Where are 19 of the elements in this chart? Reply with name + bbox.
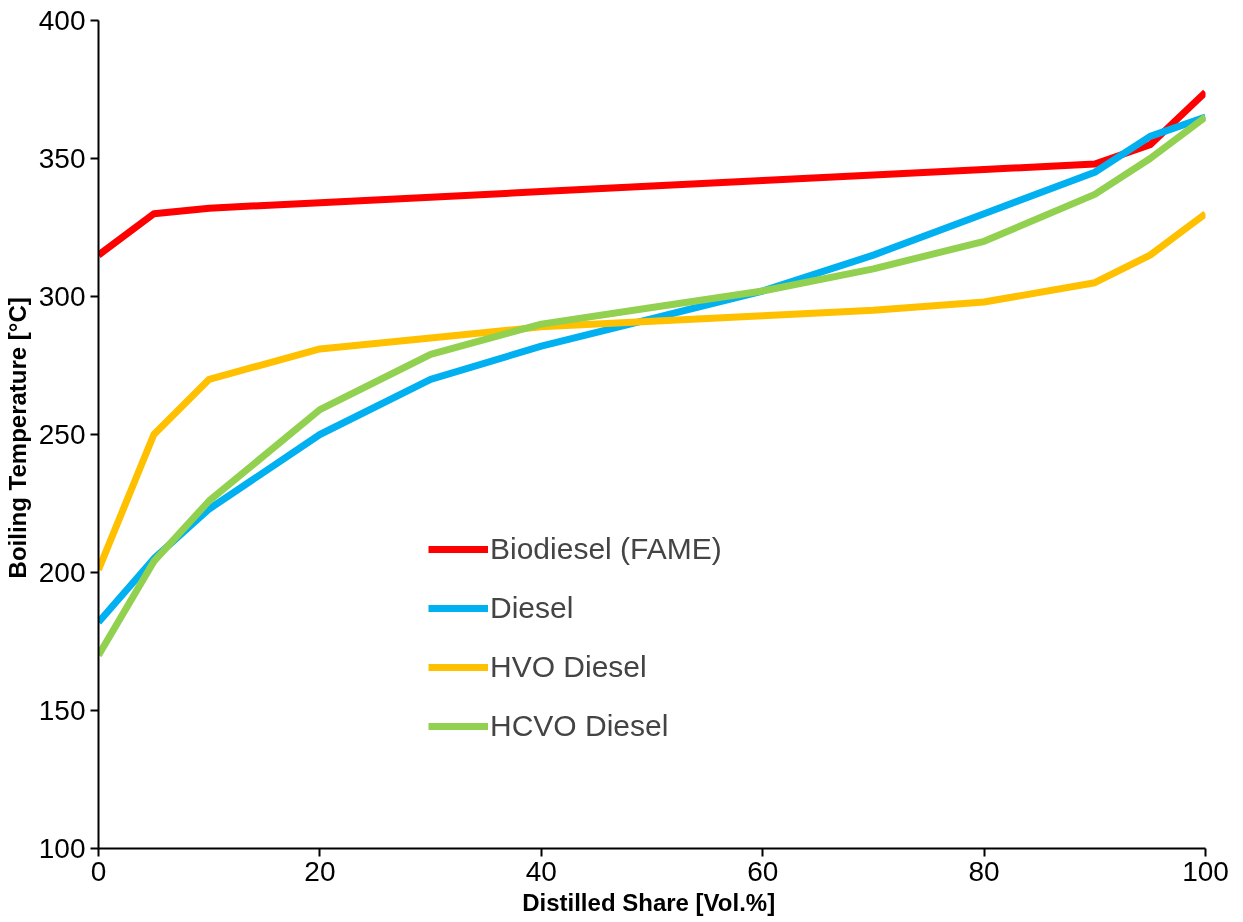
y-tick-label: 350	[38, 143, 86, 174]
legend-label: HCVO Diesel	[490, 709, 669, 743]
x-tick-label: 100	[1182, 855, 1229, 887]
y-tick-label: 150	[38, 695, 86, 726]
y-tick-label: 250	[38, 419, 86, 450]
y-tick-label: 300	[38, 281, 86, 312]
legend-label: Diesel	[490, 591, 574, 625]
x-tick-label: 20	[304, 855, 336, 887]
y-tick-label: 100	[38, 833, 86, 864]
legend-label: Biodiesel (FAME)	[490, 532, 722, 566]
y-tick-label: 200	[38, 557, 86, 588]
y-axis-title: Boiling Temperature [°C]	[3, 297, 31, 579]
legend-label: HVO Diesel	[490, 650, 647, 684]
x-axis-title: Distilled Share [Vol.%]	[522, 888, 776, 916]
x-tick-label: 80	[968, 855, 1000, 887]
x-tick-label: 0	[90, 855, 107, 887]
x-tick-label: 60	[747, 855, 779, 887]
x-tick-label: 40	[525, 855, 557, 887]
y-tick-label: 400	[38, 5, 86, 36]
